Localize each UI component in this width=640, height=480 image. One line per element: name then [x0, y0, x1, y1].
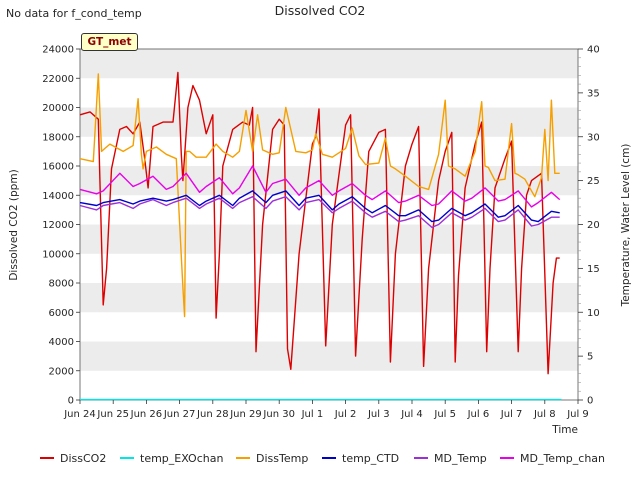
x-tick-label: Jun 24: [63, 409, 96, 420]
x-tick-label: Jul 1: [301, 409, 324, 420]
x-tick-label: Jul 5: [433, 409, 456, 420]
x-tick-label: Jul 8: [533, 409, 556, 420]
y-right-tick-label: 15: [587, 264, 600, 275]
legend-item-temp-exochan: temp_EXOchan: [120, 452, 223, 465]
legend-label-md-temp-chan: MD_Temp_chan: [520, 452, 606, 465]
y-right-tick-label: 40: [587, 45, 600, 56]
x-tick-label: Jun 27: [163, 409, 196, 420]
x-tick-label: Jun 30: [262, 409, 295, 420]
series-line-md-temp-chan: [79, 165, 561, 208]
x-tick-label: Jun 26: [130, 409, 163, 420]
series-line-temp-ctd: [79, 190, 560, 223]
y-left-tick-label: 14000: [42, 191, 74, 202]
legend-label-temp-exochan: temp_EXOchan: [140, 452, 224, 465]
legend-swatch-md-temp: [414, 457, 428, 459]
legend-swatch-temp-exochan: [120, 457, 134, 459]
legend-label-disstemp: DissTemp: [256, 452, 309, 465]
y-right-tick-label: 0: [587, 396, 593, 407]
y-left-tick-label: 24000: [42, 45, 74, 56]
x-tick-label: Jun 25: [96, 409, 129, 420]
x-tick-label: Jul 6: [467, 409, 490, 420]
y-right-tick-label: 10: [587, 308, 600, 319]
legend: DissCO2 temp_EXOchan DissTemp temp_CTD M…: [0, 452, 640, 470]
y-left-tick-label: 20000: [42, 103, 74, 114]
x-tick-label: Jun 28: [196, 409, 229, 420]
y-left-tick-label: 10000: [42, 249, 74, 260]
grid-band: [80, 341, 578, 371]
y-left-tick-label: 22000: [42, 74, 74, 85]
legend-swatch-disstemp: [236, 457, 250, 459]
legend-item-md-temp-chan: MD_Temp_chan: [500, 452, 605, 465]
x-tick-label: Jul 9: [566, 409, 589, 420]
y-right-tick-label: 25: [587, 176, 600, 187]
x-tick-label: Jul 7: [500, 409, 523, 420]
x-axis-label: Time: [551, 424, 578, 436]
legend-swatch-md-temp-chan: [500, 457, 514, 459]
y-right-tick-label: 20: [587, 220, 600, 231]
y-left-tick-label: 16000: [42, 162, 74, 173]
y-left-tick-label: 18000: [42, 132, 74, 143]
y-left-tick-label: 12000: [42, 220, 74, 231]
legend-label-temp-ctd: temp_CTD: [342, 452, 400, 465]
legend-label-md-temp: MD_Temp: [434, 452, 487, 465]
y-axis-left-label: Dissolved CO2 (ppm): [8, 169, 20, 280]
series-line-disstemp: [79, 73, 560, 318]
grid-band: [80, 224, 578, 254]
site-annotation-badge: GT_met: [81, 33, 138, 51]
legend-swatch-disco2: [40, 457, 54, 459]
series-line-md-temp: [79, 195, 560, 229]
x-tick-label: Jul 2: [334, 409, 357, 420]
y-right-tick-label: 35: [587, 88, 600, 99]
x-tick-label: Jul 3: [367, 409, 390, 420]
x-tick-label: Jul 4: [400, 409, 423, 420]
legend-label-disco2: DissCO2: [60, 452, 107, 465]
grid-band: [80, 107, 578, 137]
grid-band: [80, 49, 578, 79]
legend-item-disstemp: DissTemp: [236, 452, 308, 465]
y-right-tick-label: 30: [587, 132, 600, 143]
no-data-note: No data for f_cond_temp: [6, 7, 142, 20]
chart-title: Dissolved CO2: [274, 3, 366, 18]
y-left-tick-label: 8000: [49, 279, 74, 290]
x-tick-label: Jun 29: [229, 409, 262, 420]
legend-item-disco2: DissCO2: [40, 452, 106, 465]
y-left-tick-label: 4000: [49, 337, 74, 348]
legend-item-temp-ctd: temp_CTD: [322, 452, 399, 465]
legend-swatch-temp-ctd: [322, 457, 336, 459]
legend-item-md-temp: MD_Temp: [414, 452, 487, 465]
y-left-tick-label: 6000: [49, 308, 74, 319]
y-right-tick-label: 5: [587, 352, 593, 363]
y-left-tick-label: 0: [68, 396, 74, 407]
y-axis-right-label: Temperature, Water Level (cm): [620, 144, 632, 308]
y-left-tick-label: 2000: [49, 366, 74, 377]
